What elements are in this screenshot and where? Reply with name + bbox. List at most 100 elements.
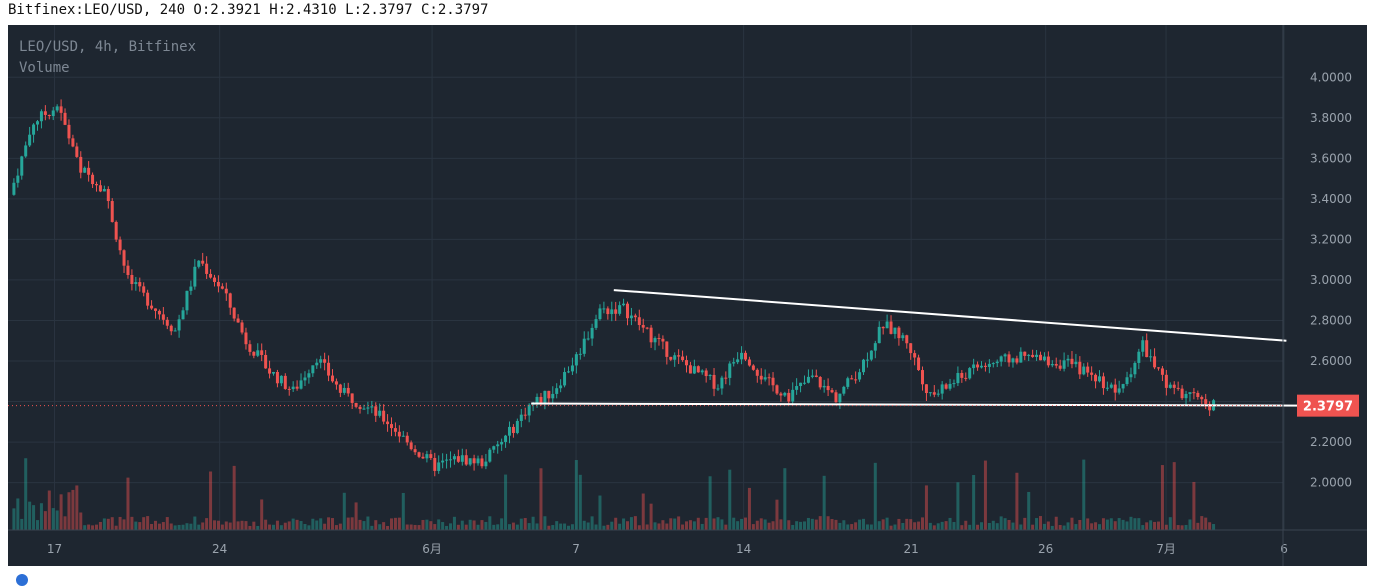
volume-bar <box>275 520 279 530</box>
volume-bar <box>1019 524 1023 530</box>
candle-body <box>397 431 401 437</box>
candle-body <box>374 406 378 416</box>
candle-body <box>20 156 24 176</box>
volume-bar <box>767 522 771 530</box>
candle-body <box>1204 399 1208 404</box>
volume-bar <box>1172 462 1176 530</box>
candle-body <box>649 327 653 343</box>
volume-bar <box>1113 521 1117 530</box>
y-tick-label: 2.8000 <box>1310 313 1352 327</box>
candle-body <box>610 309 614 315</box>
volume-bar <box>948 517 952 530</box>
volume-bar <box>976 524 980 530</box>
volume-bar <box>649 503 653 530</box>
candle-body <box>260 350 264 355</box>
candle-body <box>944 384 948 389</box>
candle-body <box>563 372 567 386</box>
candle-body <box>291 386 295 390</box>
x-tick-label: 17 <box>47 542 62 556</box>
candle-body <box>515 420 519 433</box>
candle-body <box>602 308 606 310</box>
volume-bar <box>862 518 865 530</box>
candle-body <box>1192 392 1196 394</box>
trendlines <box>8 289 1311 407</box>
volume-bar <box>346 517 350 530</box>
candle-body <box>441 460 445 463</box>
volume-bar <box>327 517 331 530</box>
volume-bar <box>952 522 956 530</box>
volume-bar <box>582 520 586 530</box>
candle-body <box>783 392 787 396</box>
candle-body <box>972 364 976 369</box>
candle-body <box>157 310 161 315</box>
candle-body <box>1196 392 1200 397</box>
volume-bar <box>193 516 197 530</box>
volume-bar <box>12 508 16 530</box>
volume-bar <box>173 525 177 530</box>
candle-body <box>614 309 618 314</box>
candle-body <box>787 392 791 402</box>
candle-body <box>417 452 421 457</box>
volume-bar <box>940 521 944 530</box>
volume-bar <box>983 460 987 530</box>
candle-body <box>1208 403 1212 411</box>
x-tick-label: 14 <box>736 542 751 556</box>
volume-bar <box>114 525 118 530</box>
volume-bar <box>338 523 342 530</box>
volume-bar <box>228 522 232 530</box>
volume-bar <box>547 525 551 530</box>
candle-body <box>928 392 932 394</box>
candle-body <box>905 335 909 344</box>
candle-body <box>968 368 972 379</box>
volume-bar <box>504 474 508 530</box>
candle-body <box>319 359 323 363</box>
chart-panel[interactable]: 4.0000 3.8000 3.6000 3.4000 3.2000 3.0000 2.80… <box>8 25 1367 566</box>
candle-body <box>213 277 216 282</box>
volume-bar <box>799 521 803 530</box>
candle-body <box>1184 393 1188 399</box>
candle-body <box>122 250 126 266</box>
candle-body <box>795 386 799 390</box>
candle-body <box>91 174 95 185</box>
candle-body <box>460 455 464 462</box>
y-tick-label: 3.6000 <box>1310 151 1352 165</box>
candle-body <box>728 363 732 378</box>
candle-body <box>574 354 578 366</box>
volume-bar <box>460 520 464 530</box>
candle-body <box>181 310 185 320</box>
volume-bar <box>787 520 791 530</box>
volume-bar <box>881 519 885 530</box>
volume-bar <box>59 494 63 530</box>
candle-body <box>594 319 598 328</box>
candle-body <box>504 435 508 442</box>
volume-bar <box>570 524 574 530</box>
volume-bar <box>43 511 47 530</box>
candle-body <box>154 308 157 311</box>
volume-bar <box>319 518 323 530</box>
volume-bar <box>79 512 83 530</box>
volume-bar <box>775 499 779 530</box>
volume-bar <box>1145 522 1149 530</box>
volume-bar <box>1157 521 1160 530</box>
candle-body <box>755 369 759 376</box>
candlestick-chart[interactable]: 4.0000 3.8000 3.6000 3.4000 3.2000 3.0000 2.80… <box>8 25 1367 566</box>
candle-body <box>692 366 696 374</box>
volume-bar <box>991 520 995 530</box>
volume-bar <box>629 517 633 530</box>
candle-body <box>370 406 374 408</box>
volume-bar <box>283 522 287 530</box>
volume-bar <box>118 516 122 530</box>
candle-body <box>932 392 936 395</box>
candle-body <box>1031 354 1035 357</box>
candle-body <box>508 426 511 436</box>
candle-body <box>736 359 740 363</box>
volume-bar <box>220 524 224 530</box>
candle-body <box>382 410 386 422</box>
candle-body <box>1125 377 1129 385</box>
settings-icon[interactable] <box>16 574 28 586</box>
volume-bar <box>559 523 563 530</box>
volume-bar <box>248 525 252 530</box>
volume-bar <box>669 518 673 530</box>
volume-bar <box>468 519 472 530</box>
candle-body <box>1074 361 1078 365</box>
